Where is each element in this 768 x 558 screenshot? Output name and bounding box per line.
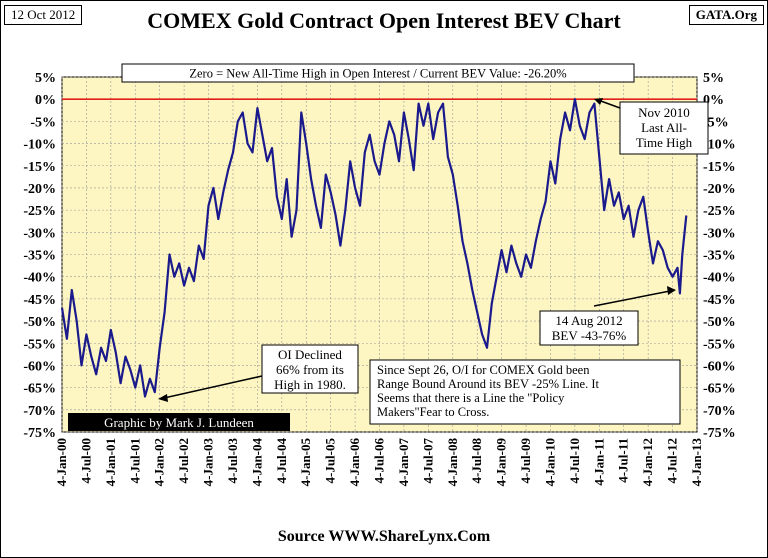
y-axis-left: 5% 0% -5% -10% -15% -20% -25% -30% -35% -40% -45% -…	[23, 71, 56, 441]
site-label: GATA.Org	[688, 5, 764, 25]
y-tick-right: -55%	[703, 337, 736, 352]
y-tick-right: -60%	[703, 359, 736, 374]
arrow-head	[594, 98, 603, 105]
annotation-line: 66% from its	[276, 362, 344, 377]
source-label: Source WWW.ShareLynx.Com	[277, 528, 491, 545]
y-tick-left: -35%	[23, 249, 56, 264]
credit-label: Graphic by Mark J. Lundeen	[104, 415, 254, 430]
x-tick-label: 4-Jan-11	[591, 438, 606, 486]
x-tick-label: 4-Jan-01	[103, 438, 118, 486]
y-tick-left: -45%	[23, 293, 56, 308]
y-tick-left: 5%	[35, 71, 56, 86]
y-tick-right: -30%	[703, 226, 736, 241]
annotation-arrow	[593, 290, 671, 307]
y-tick-left: -65%	[23, 382, 56, 397]
x-tick-label: 4-Jul-01	[127, 438, 142, 484]
y-tick-left: -30%	[23, 226, 56, 241]
y-tick-right: -5%	[703, 115, 729, 130]
y-tick-left: -70%	[23, 404, 56, 419]
x-tick-label: 4-Jan-05	[298, 438, 313, 487]
y-tick-right: -15%	[703, 160, 736, 175]
y-tick-left: -5%	[30, 115, 56, 130]
x-tick-label: 4-Jan-00	[54, 438, 69, 486]
credit-box: Graphic by Mark J. Lundeen	[68, 413, 290, 431]
y-axis-right: 5%0%-5%-10%-15%-20%-25%-30%-35%-40%-45%-…	[703, 71, 736, 441]
x-tick-label: 4-Jul-04	[274, 438, 289, 484]
x-tick-label: 4-Jul-06	[372, 438, 387, 484]
y-tick-right: -40%	[703, 271, 736, 286]
annotation-rangebound: Since Sept 26, O/I for COMEX Gold been R…	[369, 359, 681, 425]
y-tick-right: -35%	[703, 249, 736, 264]
y-tick-right: -45%	[703, 293, 736, 308]
y-tick-right: -70%	[703, 404, 736, 419]
y-tick-left: -75%	[23, 426, 56, 441]
annotation-line: Last All-	[641, 120, 687, 135]
annotation-line: Makers"Fear to Cross.	[377, 405, 489, 419]
y-tick-left: -25%	[23, 204, 56, 219]
x-tick-label: 4-Jan-07	[396, 438, 411, 487]
y-tick-left: -15%	[23, 160, 56, 175]
y-tick-left: -20%	[23, 182, 56, 197]
y-tick-left: -60%	[23, 359, 56, 374]
arrow-head	[158, 394, 168, 402]
x-tick-label: 4-Jan-02	[152, 438, 167, 486]
chart-title: COMEX Gold Contract Open Interest BEV Ch…	[147, 8, 621, 33]
x-tick-label: 4-Jul-07	[420, 438, 435, 484]
arrow-head	[667, 286, 676, 295]
annotation-line: Since Sept 26, O/I for COMEX Gold been	[377, 363, 590, 377]
x-tick-label: 4-Jan-06	[347, 438, 362, 487]
y-tick-right: -75%	[703, 426, 736, 441]
x-axis: 4-Jan-00 4-Jul-00 4-Jan-01 4-Jul-01 4-Jan-02…	[54, 438, 704, 487]
x-tick-label: 4-Jul-05	[323, 438, 338, 484]
x-tick-label: 4-Jan-04	[249, 438, 264, 487]
series-line-bev	[60, 98, 688, 398]
annotation-line: BEV -43-76%	[552, 328, 627, 343]
x-tick-label: 4-Jul-09	[518, 438, 533, 484]
y-tick-right: -50%	[703, 315, 736, 330]
y-tick-left: -55%	[23, 337, 56, 352]
x-tick-label: 4-Jan-03	[201, 438, 216, 487]
annotation-line: 14 Aug 2012	[555, 313, 622, 328]
annotation-line: Time High	[636, 135, 693, 150]
annotation-decline: OI Declined 66% from its High in 1980.	[158, 344, 359, 402]
annotation-arrow	[597, 99, 621, 109]
x-tick-label: 4-Jul-02	[176, 438, 191, 484]
reference-label: Zero = New All-Time High in Open Interes…	[189, 67, 566, 81]
y-tick-right: -10%	[703, 138, 736, 153]
x-tick-label: 4-Jul-00	[78, 438, 93, 484]
annotation-line: Seems that there is a Line the "Policy	[377, 391, 565, 405]
x-tick-label: 4-Jul-12	[665, 438, 680, 484]
x-tick-label: 4-Jul-03	[225, 438, 240, 484]
annotation-line: High in 1980.	[274, 377, 346, 392]
y-tick-left: 0%	[35, 93, 56, 108]
x-tick-label: 4-Jan-09	[494, 438, 509, 487]
annotation-arrow	[163, 375, 263, 399]
x-tick-label: 4-Jan-13	[689, 438, 704, 487]
y-tick-right: 5%	[703, 71, 724, 86]
y-tick-left: -40%	[23, 271, 56, 286]
y-tick-right: -20%	[703, 182, 736, 197]
annotation-line: OI Declined	[278, 347, 342, 362]
x-tick-label: 4-Jul-11	[616, 438, 631, 483]
annotation-line: Nov 2010	[638, 105, 690, 120]
date-label: 12 Oct 2012	[4, 5, 83, 25]
annotation-line: Range Bound Around its BEV -25% Line. It	[377, 377, 599, 391]
y-tick-left: -10%	[23, 138, 56, 153]
x-tick-label: 4-Jul-08	[469, 438, 484, 484]
annotation-nov2010: Nov 2010 Last All- Time High	[594, 98, 709, 155]
x-tick-label: 4-Jan-10	[542, 438, 557, 486]
reference-label-box: Zero = New All-Time High in Open Interes…	[121, 63, 635, 83]
x-tick-label: 4-Jan-12	[640, 438, 655, 486]
x-tick-label: 4-Jan-08	[445, 438, 460, 487]
annotation-aug2012: 14 Aug 2012 BEV -43-76%	[539, 286, 676, 346]
x-tick-label: 4-Jul-10	[567, 438, 582, 484]
y-tick-right: -25%	[703, 204, 736, 219]
y-tick-right: -65%	[703, 382, 736, 397]
y-tick-left: -50%	[23, 315, 56, 330]
